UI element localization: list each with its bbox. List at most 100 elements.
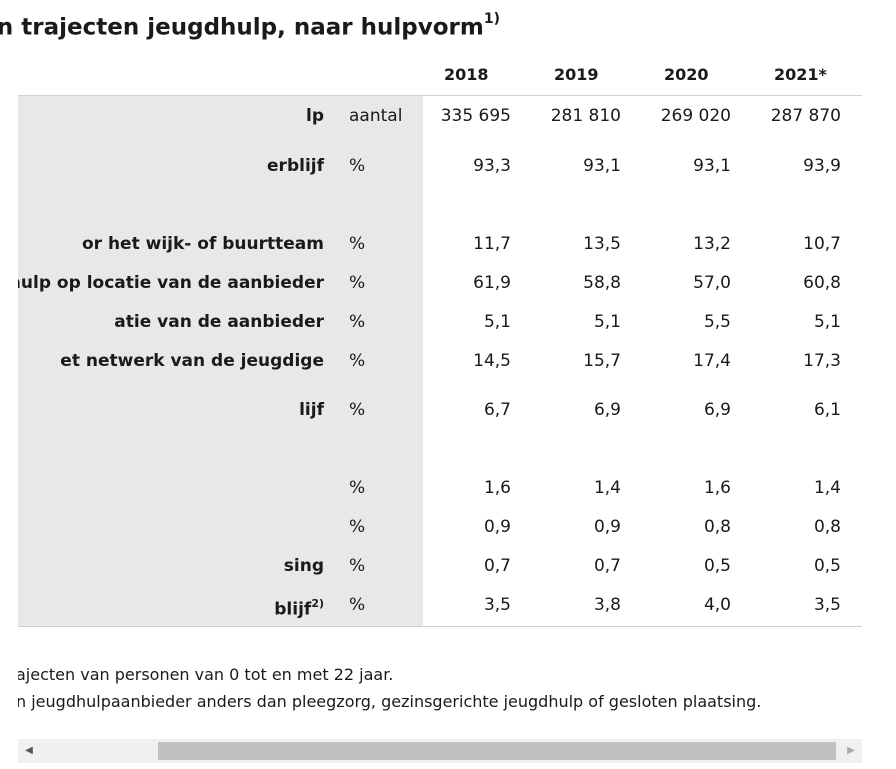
scrollbar-thumb[interactable] — [158, 742, 836, 760]
table-header-divider — [18, 95, 862, 96]
table-cell: 0,9 — [483, 517, 511, 537]
table-row: lijf% 6,7 6,9 6,9 6,1 — [18, 395, 862, 425]
table-bottom-divider — [18, 626, 862, 627]
row-label-text: erblijf — [267, 156, 324, 176]
table-row: et netwerk van de jeugdige% 14,5 15,7 17,4 1… — [18, 346, 862, 376]
row-label-cell: atie van de aanbieder — [18, 307, 338, 337]
table-cell: 6,9 — [703, 400, 731, 420]
row-label-text: lp — [306, 106, 324, 126]
table-cell: 60,8 — [803, 273, 841, 293]
row-unit: % — [349, 273, 366, 293]
table-title-text: nen trajecten jeugdhulp, naar hulpvorm — [0, 14, 484, 40]
row-label-cell — [18, 512, 338, 542]
footnote-2: n jeugdhulpaanbieder anders dan pleegzor… — [18, 690, 888, 714]
row-unit: % — [349, 234, 366, 254]
row-label-cell: lp — [18, 101, 338, 131]
footnote-ref: 1) — [483, 11, 500, 27]
table-cell: 1,4 — [813, 478, 841, 498]
row-label: gdhulp op locatie van de aanbieder — [18, 268, 324, 298]
row-label-text: et netwerk van de jeugdige — [60, 351, 324, 371]
row-label: lijf — [299, 395, 324, 425]
row-unit: % — [349, 312, 366, 332]
table-cell: 61,9 — [473, 273, 511, 293]
table-cell: 5,1 — [813, 312, 841, 332]
table-row: % 0,9 0,9 0,8 0,8 — [18, 512, 862, 542]
horizontal-scrollbar[interactable]: ◀ ▶ — [18, 739, 862, 763]
row-label-cell: lijf — [18, 395, 338, 425]
table-row: % 1,6 1,4 1,6 1,4 — [18, 473, 862, 503]
row-label-text: atie van de aanbieder — [114, 312, 324, 332]
row-unit: % — [349, 156, 366, 176]
table-row: sing% 0,7 0,7 0,5 0,5 — [18, 551, 862, 581]
table-cell: 0,7 — [483, 556, 511, 576]
scroll-right-icon[interactable]: ▶ — [847, 745, 855, 756]
table-cell: 17,3 — [803, 351, 841, 371]
table-cell: 335 695 — [440, 106, 511, 126]
table-cell: 6,9 — [593, 400, 621, 420]
row-label: lp — [306, 101, 324, 131]
table-cell: 93,1 — [693, 156, 731, 176]
table-cell: 6,7 — [483, 400, 511, 420]
scroll-left-icon[interactable]: ◀ — [25, 745, 33, 756]
table-cell: 93,3 — [473, 156, 511, 176]
footnote-1-text: ajecten van personen van 0 tot en met 22… — [18, 665, 394, 684]
row-label-cell: or het wijk- of buurtteam — [18, 229, 338, 259]
table-row: erblijf% 93,3 93,1 93,1 93,9 — [18, 151, 862, 181]
table-cell: 281 810 — [550, 106, 621, 126]
table-cell: 5,1 — [593, 312, 621, 332]
table-row: gdhulp op locatie van de aanbieder% 61,9 5… — [18, 268, 862, 298]
row-header-column — [18, 96, 423, 626]
table-cell: 57,0 — [693, 273, 731, 293]
table-cell: 0,8 — [703, 517, 731, 537]
column-header-2021: 2021* — [774, 65, 827, 84]
row-label-text: lijf — [299, 400, 324, 420]
table-cell: 0,9 — [593, 517, 621, 537]
row-label: blijf2) — [274, 590, 324, 620]
row-label-cell: sing — [18, 551, 338, 581]
table-row: or het wijk- of buurtteam% 11,7 13,5 13,2 10… — [18, 229, 862, 259]
row-label: erblijf — [267, 151, 324, 181]
table-cell: 11,7 — [473, 234, 511, 254]
row-label-text: gdhulp op locatie van de aanbieder — [18, 273, 324, 293]
row-unit: aantal — [349, 106, 403, 126]
row-label-text: sing — [283, 556, 324, 576]
table-cell: 0,5 — [813, 556, 841, 576]
table-cell: 58,8 — [583, 273, 621, 293]
row-label-cell: erblijf — [18, 151, 338, 181]
row-label: et netwerk van de jeugdige — [60, 346, 324, 376]
table-row: blijf2)% 3,5 3,8 4,0 3,5 — [18, 590, 862, 620]
table-row: atie van de aanbieder% 5,1 5,1 5,5 5,1 — [18, 307, 862, 337]
table-cell: 5,1 — [483, 312, 511, 332]
row-label-cell: gdhulp op locatie van de aanbieder — [18, 268, 338, 298]
table-cell: 0,7 — [593, 556, 621, 576]
table-cell: 269 020 — [660, 106, 731, 126]
table-cell: 93,9 — [803, 156, 841, 176]
column-header-2019: 2019 — [554, 65, 599, 84]
table-cell: 3,5 — [813, 595, 841, 615]
row-label-text: or het wijk- of buurtteam — [81, 234, 324, 254]
table-cell: 13,2 — [693, 234, 731, 254]
table-cell: 3,5 — [483, 595, 511, 615]
row-unit: % — [349, 400, 366, 420]
row-unit: % — [349, 556, 366, 576]
row-unit: % — [349, 478, 366, 498]
table-cell: 93,1 — [583, 156, 621, 176]
footnote-1: ajecten van personen van 0 tot en met 22… — [18, 663, 888, 687]
footnote-2-text: n jeugdhulpaanbieder anders dan pleegzor… — [18, 692, 762, 711]
table-cell: 1,6 — [703, 478, 731, 498]
table-row: lp aantal 335 695 281 810 269 020 287 870 — [18, 101, 862, 131]
table-cell: 17,4 — [693, 351, 731, 371]
row-label-cell: blijf2) — [18, 590, 338, 620]
table-title: nen trajecten jeugdhulp, naar hulpvorm1) — [0, 4, 896, 40]
table-cell: 1,4 — [593, 478, 621, 498]
table-cell: 13,5 — [583, 234, 621, 254]
column-header-2020: 2020 — [664, 65, 709, 84]
row-label-cell — [18, 473, 338, 503]
table-cell: 4,0 — [703, 595, 731, 615]
row-label: or het wijk- of buurtteam — [82, 229, 324, 259]
table-cell: 287 870 — [770, 106, 841, 126]
row-unit: % — [349, 351, 366, 371]
row-unit: % — [349, 517, 366, 537]
table-cell: 5,5 — [703, 312, 731, 332]
row-unit: % — [349, 595, 366, 615]
